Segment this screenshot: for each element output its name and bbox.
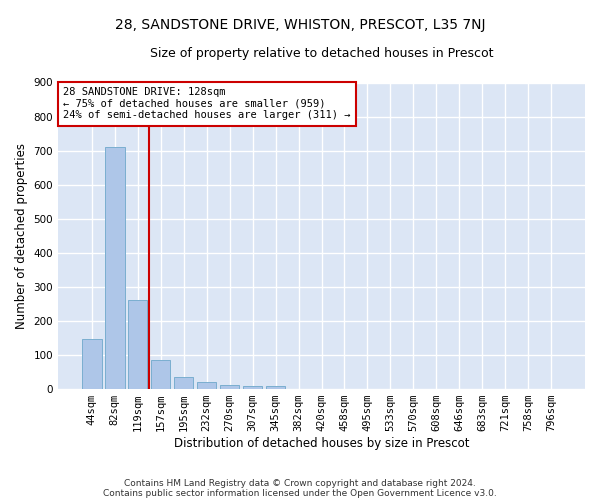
Bar [220, 384, 239, 389]
Text: 28, SANDSTONE DRIVE, WHISTON, PRESCOT, L35 7NJ: 28, SANDSTONE DRIVE, WHISTON, PRESCOT, L… [115, 18, 485, 32]
Bar [197, 382, 217, 389]
Bar [82, 338, 101, 389]
Y-axis label: Number of detached properties: Number of detached properties [15, 143, 28, 329]
Bar [151, 360, 170, 389]
Title: Size of property relative to detached houses in Prescot: Size of property relative to detached ho… [150, 48, 493, 60]
X-axis label: Distribution of detached houses by size in Prescot: Distribution of detached houses by size … [174, 437, 469, 450]
Text: Contains HM Land Registry data © Crown copyright and database right 2024.: Contains HM Land Registry data © Crown c… [124, 478, 476, 488]
Bar [266, 386, 286, 389]
Bar [105, 147, 125, 389]
Bar [174, 377, 193, 389]
Text: Contains public sector information licensed under the Open Government Licence v3: Contains public sector information licen… [103, 488, 497, 498]
Bar [243, 386, 262, 389]
Text: 28 SANDSTONE DRIVE: 128sqm
← 75% of detached houses are smaller (959)
24% of sem: 28 SANDSTONE DRIVE: 128sqm ← 75% of deta… [64, 87, 351, 120]
Bar [128, 300, 148, 389]
